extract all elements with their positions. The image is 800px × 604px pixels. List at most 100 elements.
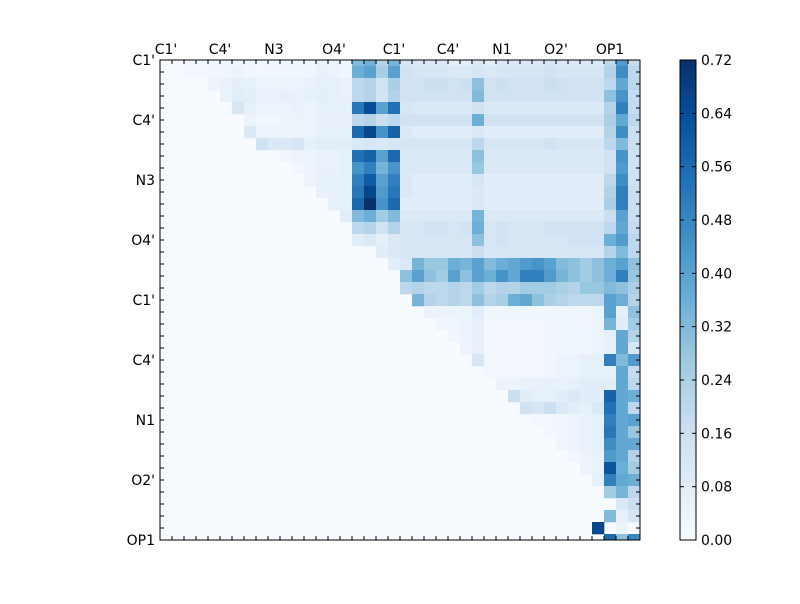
heatmap-cell [592, 258, 605, 271]
heatmap-cell [520, 270, 533, 283]
heatmap-cell [556, 354, 569, 367]
heatmap-cell [532, 330, 545, 343]
heatmap-cell [520, 366, 533, 379]
heatmap-cell [604, 222, 617, 235]
heatmap-cell [268, 114, 281, 127]
heatmap-cell [376, 174, 389, 187]
heatmap-cell [628, 270, 641, 283]
heatmap-cell [604, 330, 617, 343]
heatmap-cell [628, 162, 641, 175]
heatmap-cell [484, 78, 497, 91]
heatmap-cell [352, 150, 365, 163]
heatmap-cell [400, 90, 413, 103]
heatmap-cell [268, 90, 281, 103]
heatmap-cell [280, 102, 293, 115]
heatmap-cell [532, 198, 545, 211]
heatmap-cell [472, 174, 485, 187]
heatmap-cell [580, 126, 593, 139]
heatmap-cell [592, 450, 605, 463]
heatmap-cell [580, 174, 593, 187]
heatmap-cell [604, 234, 617, 247]
heatmap-cell [496, 150, 509, 163]
heatmap-cell [208, 66, 221, 79]
heatmap-cell [364, 114, 377, 127]
heatmap-cell [532, 186, 545, 199]
heatmap-cell [508, 342, 521, 355]
heatmap-cell [556, 414, 569, 427]
heatmap-cell [448, 234, 461, 247]
heatmap-cell [472, 210, 485, 223]
heatmap-cell [580, 366, 593, 379]
heatmap-cell [580, 450, 593, 463]
heatmap-cell [472, 126, 485, 139]
heatmap-cell [448, 186, 461, 199]
heatmap-cell [616, 162, 629, 175]
heatmap-cell [436, 258, 449, 271]
heatmap-cell [616, 90, 629, 103]
heatmap-cell [628, 306, 641, 319]
heatmap-cell [352, 234, 365, 247]
row-tick-label: O2' [131, 473, 155, 489]
heatmap-cell [388, 78, 401, 91]
heatmap-cell [616, 102, 629, 115]
row-tick-labels: C1' C4' N3 O4' C1' C4' N1 O2' OP1 [127, 53, 155, 549]
heatmap-cell [568, 222, 581, 235]
heatmap-cell [592, 90, 605, 103]
heatmap-cell [532, 222, 545, 235]
heatmap-cell [616, 510, 629, 523]
heatmap-cell [364, 234, 377, 247]
heatmap-cell [280, 60, 293, 67]
heatmap-cell [544, 90, 557, 103]
heatmap-cell [244, 90, 257, 103]
heatmap-cell [604, 210, 617, 223]
heatmap-cell [520, 330, 533, 343]
heatmap-cell [352, 162, 365, 175]
heatmap-cell [568, 450, 581, 463]
heatmap-cell [412, 150, 425, 163]
heatmap-cell [580, 78, 593, 91]
heatmap-cell [616, 186, 629, 199]
heatmap-cell [628, 78, 641, 91]
heatmap-cell [484, 186, 497, 199]
heatmap-cell [616, 114, 629, 127]
heatmap-cell [592, 402, 605, 415]
heatmap-cell [472, 270, 485, 283]
heatmap-cell [472, 78, 485, 91]
heatmap-cell [436, 126, 449, 139]
heatmap-cell [496, 186, 509, 199]
heatmap-cell [340, 66, 353, 79]
heatmap-cell [544, 378, 557, 391]
heatmap-cell [412, 138, 425, 151]
heatmap-cell [628, 90, 641, 103]
heatmap-cell [496, 210, 509, 223]
heatmap-cell [616, 534, 629, 541]
heatmap-cell [592, 378, 605, 391]
heatmap-cell [532, 102, 545, 115]
heatmap-cell [520, 306, 533, 319]
heatmap-cell [364, 174, 377, 187]
heatmap-cell [628, 462, 641, 475]
heatmap-cell [460, 222, 473, 235]
heatmap-cell [580, 426, 593, 439]
heatmap-cell [604, 174, 617, 187]
heatmap-cell [340, 126, 353, 139]
heatmap-cell [424, 114, 437, 127]
heatmap-cell [424, 198, 437, 211]
colorbar-ticks: 0.00 0.08 0.16 0.24 0.32 0.40 0.48 0.56 0.64 0.72 [680, 53, 732, 549]
heatmap-cell [520, 318, 533, 331]
heatmap-cell [268, 126, 281, 139]
heatmap-cell [628, 138, 641, 151]
heatmap-cell [460, 282, 473, 295]
heatmap-cell [496, 78, 509, 91]
heatmap-cell [460, 270, 473, 283]
heatmap-cell [388, 66, 401, 79]
heatmap-cell [628, 330, 641, 343]
heatmap-cell [544, 78, 557, 91]
heatmap-cell [580, 390, 593, 403]
heatmap-cell [544, 114, 557, 127]
heatmap-cell [400, 234, 413, 247]
heatmap-cell [436, 102, 449, 115]
heatmap-cell [592, 186, 605, 199]
heatmap-cell [556, 90, 569, 103]
column-tick-label: C4' [437, 42, 460, 58]
